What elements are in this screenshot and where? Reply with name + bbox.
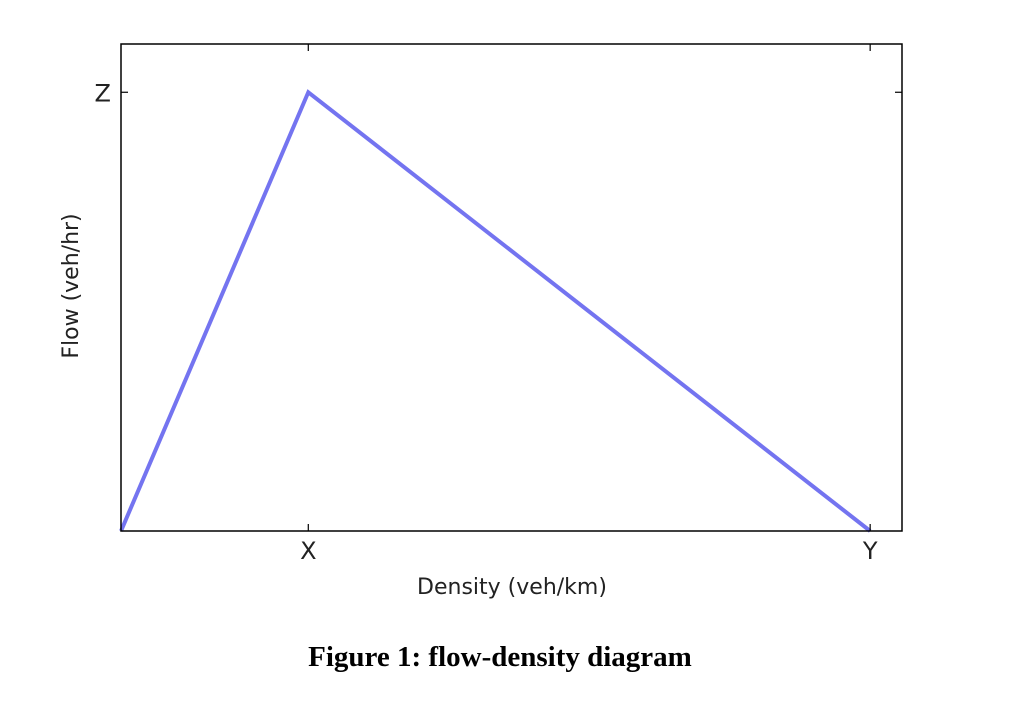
plot-area	[119, 89, 872, 533]
x-tick-label-1: Y	[862, 537, 878, 565]
y-tick-label-0: Z	[95, 79, 111, 107]
x-axis-label: Density (veh/km)	[417, 575, 607, 600]
plot-frame	[120, 43, 903, 532]
axes: X Y Z	[95, 43, 903, 565]
series-line-0	[119, 89, 872, 533]
x-tick-label-0: X	[300, 537, 316, 565]
y-axis-label: Flow (veh/hr)	[59, 213, 84, 358]
figure-caption: Figure 1: flow-density diagram	[308, 641, 692, 673]
